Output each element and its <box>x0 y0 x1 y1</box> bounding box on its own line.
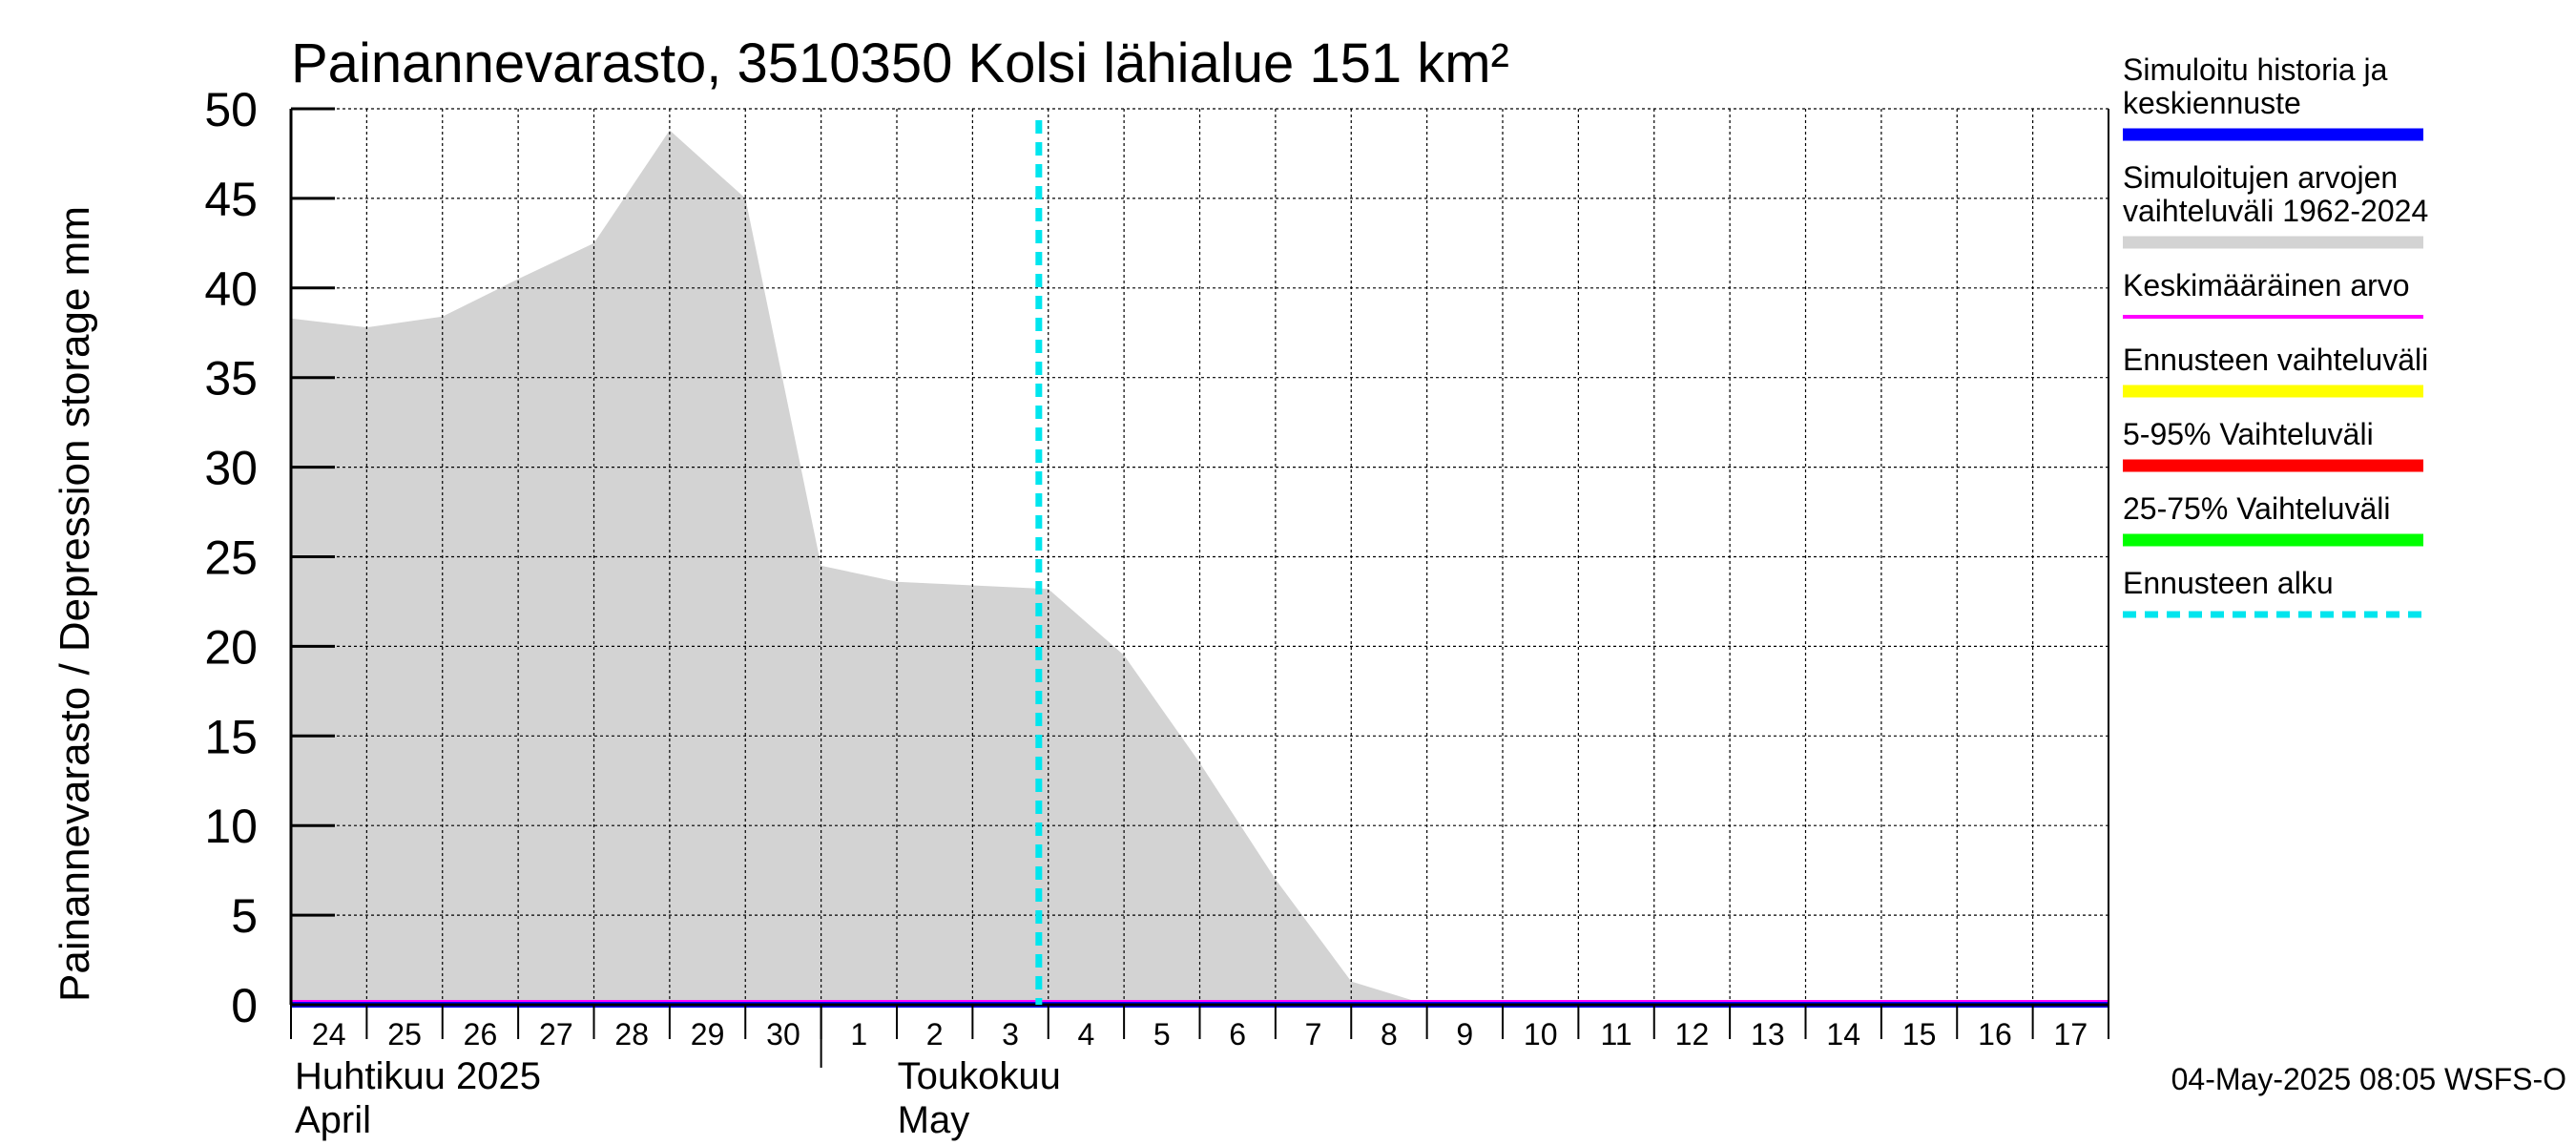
x-tick-label: 28 <box>614 1017 649 1051</box>
y-axis-label: Painannevarasto / Depression storage mm <box>52 206 98 1002</box>
legend-label: Simuloitujen arvojen <box>2123 160 2398 195</box>
footer-timestamp: 04-May-2025 08:05 WSFS-O <box>2171 1062 2566 1096</box>
legend-label: Keskimääräinen arvo <box>2123 268 2410 302</box>
legend-label: Ennusteen alku <box>2123 566 2334 600</box>
x-tick-label: 10 <box>1524 1017 1558 1051</box>
x-tick-label: 12 <box>1675 1017 1710 1051</box>
y-tick-label: 25 <box>204 531 258 585</box>
legend-label: 5-95% Vaihteluväli <box>2123 417 2374 451</box>
x-tick-label: 8 <box>1381 1017 1398 1051</box>
x-tick-label: 13 <box>1751 1017 1785 1051</box>
chart-title: Painannevarasto, 3510350 Kolsi lähialue … <box>291 32 1509 94</box>
x-tick-label: 11 <box>1600 1017 1631 1051</box>
x-tick-label: 4 <box>1078 1017 1095 1051</box>
x-tick-label: 9 <box>1456 1017 1473 1051</box>
x-tick-label: 24 <box>312 1017 346 1051</box>
month-label-english: April <box>295 1099 371 1141</box>
x-tick-label: 15 <box>1902 1017 1937 1051</box>
x-tick-label: 27 <box>539 1017 573 1051</box>
x-tick-label: 3 <box>1002 1017 1019 1051</box>
y-tick-label: 15 <box>204 710 258 763</box>
month-label: Huhtikuu 2025 <box>295 1055 541 1097</box>
x-tick-label: 14 <box>1826 1017 1860 1051</box>
y-tick-label: 5 <box>231 889 258 943</box>
legend-label: vaihteluväli 1962-2024 <box>2123 194 2428 228</box>
y-tick-label: 20 <box>204 620 258 674</box>
y-tick-label: 40 <box>204 262 258 316</box>
x-tick-label: 25 <box>387 1017 422 1051</box>
month-label-english: May <box>898 1099 970 1141</box>
x-tick-label: 26 <box>464 1017 498 1051</box>
legend-label: 25-75% Vaihteluväli <box>2123 491 2390 526</box>
y-tick-label: 35 <box>204 352 258 406</box>
legend-label: Simuloitu historia ja <box>2123 52 2388 87</box>
range-band-area <box>291 130 2033 1005</box>
x-tick-label: 6 <box>1229 1017 1246 1051</box>
y-tick-label: 0 <box>231 979 258 1032</box>
x-tick-label: 1 <box>850 1017 867 1051</box>
x-tick-label: 5 <box>1153 1017 1171 1051</box>
legend-label: keskiennuste <box>2123 86 2301 120</box>
x-tick-label: 29 <box>691 1017 725 1051</box>
y-tick-label: 30 <box>204 442 258 495</box>
x-tick-label: 7 <box>1305 1017 1322 1051</box>
x-tick-label: 2 <box>926 1017 944 1051</box>
y-tick-label: 45 <box>204 173 258 226</box>
x-tick-label: 17 <box>2054 1017 2088 1051</box>
x-tick-label: 30 <box>766 1017 800 1051</box>
legend-label: Ennusteen vaihteluväli <box>2123 343 2428 377</box>
y-tick-label: 50 <box>204 83 258 136</box>
x-tick-label: 16 <box>1978 1017 2012 1051</box>
month-label: Toukokuu <box>898 1055 1061 1097</box>
y-tick-label: 10 <box>204 800 258 853</box>
